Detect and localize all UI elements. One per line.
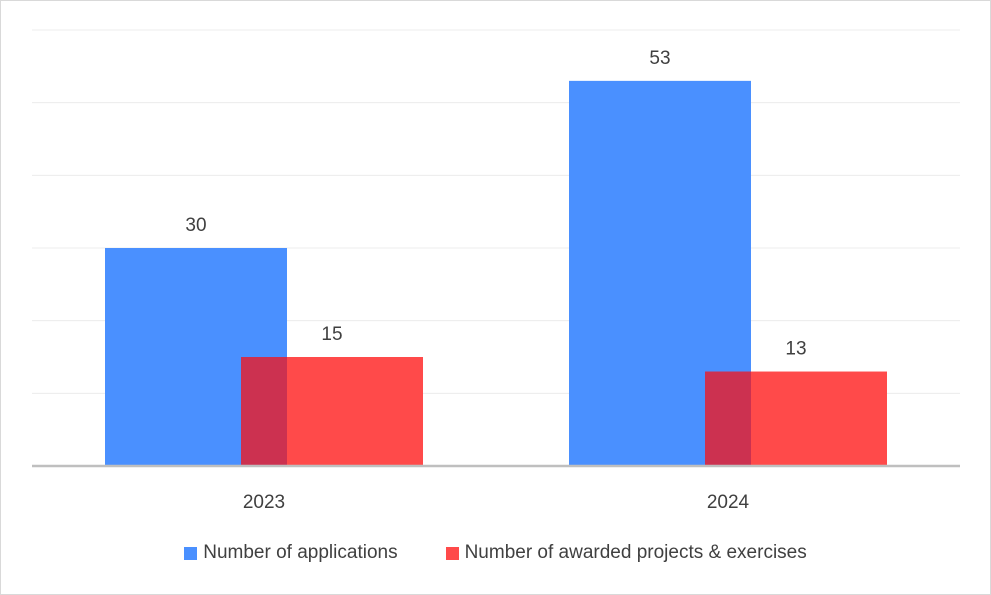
- data-label-1-2024: 13: [785, 339, 806, 360]
- data-label-0-2024: 53: [649, 48, 670, 69]
- legend-item-applications: Number of applications: [184, 542, 398, 564]
- legend-item-awarded: Number of awarded projects & exercises: [445, 542, 807, 564]
- x-tick-label-2024: 2024: [707, 492, 750, 513]
- bar-overlap-2023: [241, 357, 287, 466]
- data-label-1-2023: 15: [321, 324, 342, 345]
- x-tick-label-2023: 2023: [243, 492, 285, 513]
- legend-swatch-awarded: [445, 546, 459, 560]
- chart-legend: Number of applications Number of awarded…: [0, 538, 991, 568]
- data-label-0-2023: 30: [185, 215, 206, 236]
- legend-label-applications: Number of applications: [203, 542, 398, 563]
- legend-swatch-applications: [184, 546, 198, 560]
- legend-label-awarded: Number of awarded projects & exercises: [464, 542, 807, 563]
- bar-overlap-2024: [705, 371, 751, 466]
